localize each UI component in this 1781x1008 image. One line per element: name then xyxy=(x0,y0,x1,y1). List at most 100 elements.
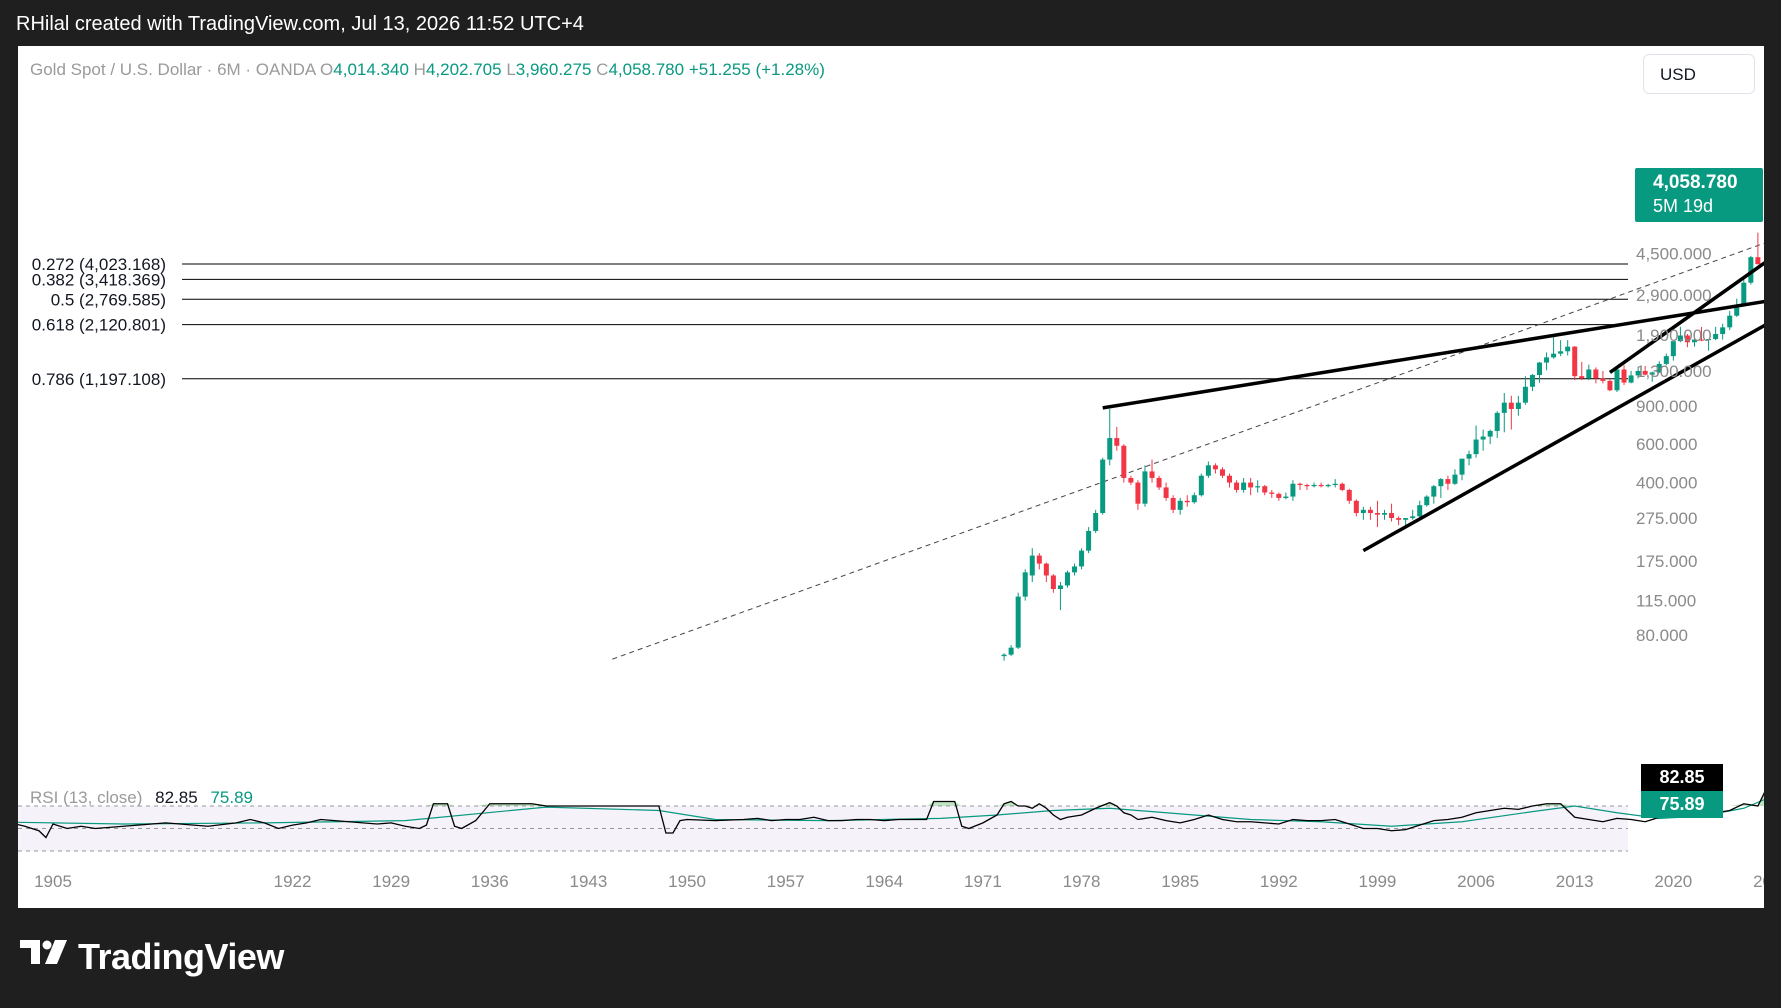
high-value: 4,202.705 xyxy=(425,60,502,79)
x-tick-label: 1999 xyxy=(1359,872,1397,891)
rsi-band xyxy=(18,806,1628,851)
candle-body xyxy=(1353,500,1359,514)
trendline xyxy=(1608,261,1764,374)
candle-body xyxy=(1255,486,1261,488)
x-tick-label: 1992 xyxy=(1260,872,1298,891)
candle-body xyxy=(1128,477,1134,483)
candle-body xyxy=(1515,402,1521,409)
candle-body xyxy=(1205,465,1211,476)
candle-body xyxy=(1043,563,1049,576)
candle-body xyxy=(1508,402,1514,409)
candle-body xyxy=(1241,482,1247,490)
branding: TradingView xyxy=(18,908,418,1008)
candle-body xyxy=(1382,513,1388,515)
candle-body xyxy=(1311,484,1317,487)
candle-body xyxy=(1558,351,1564,354)
candle-body xyxy=(1424,496,1430,506)
candle-body xyxy=(1466,454,1472,459)
candle-body xyxy=(1501,402,1507,413)
price-chart[interactable]: 0.272 (4,023.168)0.382 (3,418.369)0.5 (2… xyxy=(18,46,1764,908)
candle-body xyxy=(1346,489,1352,501)
candle-body xyxy=(1374,513,1380,515)
candle-body xyxy=(1720,327,1726,335)
candle-body xyxy=(1107,438,1113,460)
change-value: +51.255 (+1.28%) xyxy=(688,60,825,79)
candle-body xyxy=(1494,412,1500,431)
candle-body xyxy=(1593,369,1599,379)
candle-body xyxy=(1445,479,1451,484)
candle-body xyxy=(1029,555,1035,576)
candle-body xyxy=(1015,596,1021,648)
chart-panel[interactable]: 0.272 (4,023.168) 0.382 (3,418.369) 0.5 (2… xyxy=(18,46,1764,908)
candle-body xyxy=(1529,375,1535,387)
candle-body xyxy=(1297,483,1303,485)
candle-body xyxy=(1227,475,1233,483)
candle-body xyxy=(1036,555,1042,564)
candle-body xyxy=(1184,500,1190,503)
candle-body xyxy=(1410,516,1416,519)
candle-body xyxy=(1621,369,1627,383)
symbol-legend: Gold Spot / U.S. Dollar · 6M · OANDA O4,… xyxy=(30,60,825,80)
candle-body xyxy=(1431,486,1437,497)
low-value: 3,960.275 xyxy=(515,60,592,79)
candle-body xyxy=(1741,282,1747,305)
candle-body xyxy=(1452,474,1458,484)
candle-body xyxy=(1269,492,1275,494)
candle-body xyxy=(1473,439,1479,455)
y-tick-label: 275.000 xyxy=(1636,509,1697,528)
x-tick-label: 2013 xyxy=(1556,872,1594,891)
candle-body xyxy=(1079,550,1085,567)
x-tick-label: 2027 xyxy=(1753,872,1764,891)
last-price-tag: 4,058.780 5M 19d xyxy=(1635,168,1763,222)
close-value: 4,058.780 xyxy=(608,60,685,79)
candle-body xyxy=(1318,484,1324,487)
candle-body xyxy=(1198,475,1204,496)
y-tick-label: 80.000 xyxy=(1636,626,1688,645)
candle-body xyxy=(1050,575,1056,590)
candle-body xyxy=(1691,339,1697,343)
candle-body xyxy=(1086,530,1092,551)
candle-body xyxy=(1677,335,1683,342)
candle-body xyxy=(1480,436,1486,440)
candle-body xyxy=(1734,304,1740,316)
candle-body xyxy=(1121,445,1127,478)
candle-body xyxy=(1536,362,1542,376)
x-tick-label: 1985 xyxy=(1161,872,1199,891)
candle-body xyxy=(1163,487,1169,498)
fib-level-label: 0.618 (2,120.801) xyxy=(32,316,166,335)
rsi-line xyxy=(18,791,1764,839)
candle-body xyxy=(1572,346,1578,377)
candle-body xyxy=(1057,585,1063,590)
y-tick-label: 400.000 xyxy=(1636,474,1697,493)
candle-body xyxy=(1579,376,1585,379)
currency-button[interactable]: USD xyxy=(1643,54,1755,94)
y-tick-label: 1,900.000 xyxy=(1636,326,1712,345)
x-tick-label: 1905 xyxy=(34,872,72,891)
y-tick-label: 2,900.000 xyxy=(1636,286,1712,305)
candle-body xyxy=(1544,357,1550,363)
attribution-text: RHilal created with TradingView.com, Jul… xyxy=(16,13,584,35)
high-label: H xyxy=(413,60,426,79)
fib-level-label: 0.786 (1,197.108) xyxy=(32,370,166,389)
x-tick-label: 1936 xyxy=(471,872,509,891)
x-tick-label: 1943 xyxy=(570,872,608,891)
candle-body xyxy=(1635,370,1641,376)
candle-body xyxy=(1628,375,1634,383)
candle-body xyxy=(1656,363,1662,373)
candle-body xyxy=(1459,458,1465,475)
candle-body xyxy=(1283,496,1289,498)
open-value: 4,014.340 xyxy=(333,60,409,79)
candle-body xyxy=(1607,380,1613,391)
candle-body xyxy=(1135,482,1141,504)
rsi-ma-value: 75.89 xyxy=(210,788,253,807)
candle-body xyxy=(1290,483,1296,497)
candle-body xyxy=(1142,471,1148,504)
candle-body xyxy=(1234,482,1240,490)
candle-body xyxy=(1156,477,1162,488)
candle-body xyxy=(1332,483,1338,485)
candle-body xyxy=(1276,493,1282,498)
candle-body xyxy=(1403,518,1409,520)
y-tick-label: 1,300.000 xyxy=(1636,362,1712,381)
candle-body xyxy=(1325,484,1331,487)
candle-body xyxy=(1755,257,1761,265)
